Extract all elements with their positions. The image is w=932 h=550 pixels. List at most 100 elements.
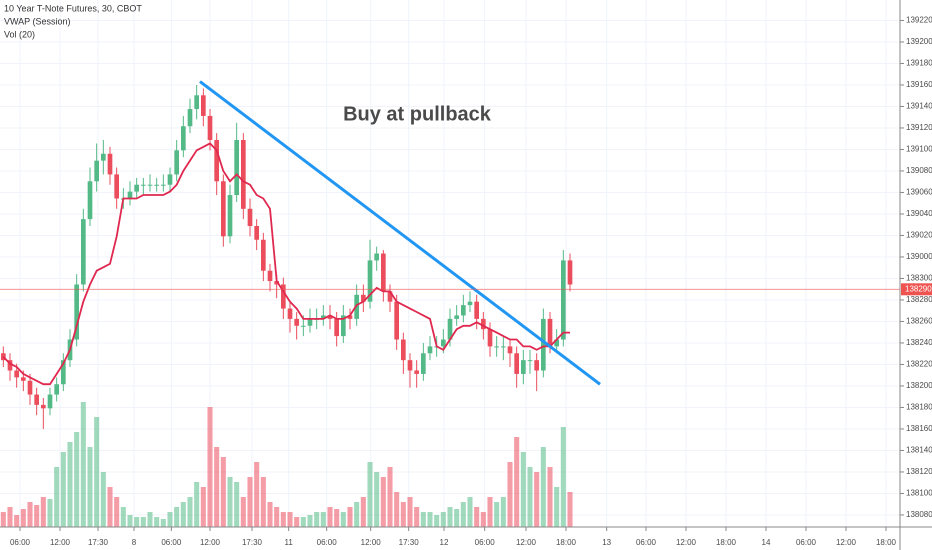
y-tick-label: 138300 <box>906 274 932 283</box>
candle-body <box>421 353 426 374</box>
candle-body <box>181 126 186 151</box>
volume-bar <box>567 492 573 527</box>
y-tick-label: 139100 <box>906 145 932 154</box>
candle-body <box>521 360 526 374</box>
volume-bar <box>514 437 520 527</box>
volume-bar <box>314 512 320 527</box>
x-tick-label: 06:00 <box>10 538 31 547</box>
volume-bar <box>434 515 440 527</box>
volume-bar <box>74 432 80 527</box>
x-tick-label: 17:30 <box>399 538 420 547</box>
volume-bar <box>34 505 40 527</box>
volume-bar <box>520 452 526 527</box>
y-tick-label: 139140 <box>906 102 932 111</box>
y-tick-label: 139160 <box>906 80 932 89</box>
volume-bar <box>254 462 260 527</box>
volume-bar <box>280 512 286 527</box>
candle-body <box>467 301 473 306</box>
candle-body <box>347 315 353 319</box>
x-tick-label: 12:00 <box>50 538 71 547</box>
candle-body <box>61 360 66 385</box>
candle-body <box>354 294 359 319</box>
volume-bar <box>234 482 240 527</box>
candle-body <box>247 208 253 227</box>
candle-body <box>41 404 46 409</box>
vwap-line <box>2 142 570 386</box>
trendline <box>199 80 601 386</box>
volume-bar <box>167 512 173 527</box>
candle-body <box>214 140 219 182</box>
volume-bar <box>207 407 213 527</box>
volume-bar <box>320 512 326 527</box>
volume-bar <box>100 472 106 527</box>
y-tick-label: 138140 <box>906 446 932 455</box>
x-tick-label: 14 <box>762 538 771 547</box>
x-tick-label: 12:00 <box>836 538 857 547</box>
candle-body <box>474 301 479 319</box>
x-tick-label: 12 <box>440 538 449 547</box>
volume-bar <box>87 447 93 527</box>
volume-bar <box>154 517 160 527</box>
candle-body <box>114 174 119 199</box>
volume-bar <box>147 512 153 527</box>
candle-body <box>261 239 266 271</box>
candle-body <box>301 325 306 327</box>
volume-bar <box>460 502 466 527</box>
candle-body <box>514 353 519 374</box>
candle-body <box>541 318 546 371</box>
x-tick-label: 06:00 <box>636 538 657 547</box>
x-tick-label: 12:00 <box>200 538 221 547</box>
chart-title: 10 Year T-Note Futures, 30, CBOT <box>4 3 142 13</box>
volume-bar <box>267 502 273 527</box>
candle-body <box>274 281 279 285</box>
volume-bar <box>294 517 300 527</box>
volume-bar <box>0 512 6 527</box>
volume-bar <box>480 512 486 527</box>
candle-body <box>321 315 326 319</box>
volume-bar <box>260 477 266 527</box>
candle-body <box>34 394 39 405</box>
y-tick-label: 138080 <box>906 510 932 519</box>
volume-bar <box>327 507 333 527</box>
candle-body <box>427 346 433 354</box>
y-tick-label: 139060 <box>906 188 932 197</box>
y-tick-label: 138120 <box>906 467 932 476</box>
candle-body <box>187 109 193 127</box>
volume-bar <box>487 497 493 527</box>
candle-body <box>127 191 133 199</box>
candle-body <box>561 260 566 340</box>
candle-body <box>194 95 199 110</box>
x-tick-label: 11 <box>285 538 294 547</box>
candle-body <box>174 150 179 175</box>
candle-body <box>201 95 206 116</box>
volume-bar <box>240 497 246 527</box>
volume-bar <box>220 457 226 527</box>
x-tick-label: 17:30 <box>88 538 109 547</box>
candle-body <box>494 346 499 348</box>
volume-bar <box>80 402 86 527</box>
candle-body <box>54 384 59 395</box>
candle-body <box>134 184 139 192</box>
x-tick-label: 06:00 <box>796 538 817 547</box>
volume-bar <box>414 507 420 527</box>
candle-body <box>207 115 213 141</box>
candle-body <box>161 184 166 186</box>
volume-bar <box>360 497 366 527</box>
x-tick-label: 06:00 <box>475 538 496 547</box>
candle-body <box>87 181 93 220</box>
candle-body <box>287 308 293 319</box>
candle-body <box>221 181 226 237</box>
candle-body <box>447 318 453 340</box>
candle-body <box>21 377 26 381</box>
y-tick-label: 138280 <box>906 295 932 304</box>
candle-body <box>367 260 373 302</box>
volume-bar <box>534 472 540 527</box>
volume-bar <box>120 507 126 527</box>
candle-body <box>361 294 366 302</box>
candle-body <box>267 270 273 282</box>
candle-body <box>147 184 153 186</box>
volume-bar <box>374 472 380 527</box>
volume-bar <box>507 462 513 527</box>
volume-bar <box>187 497 193 527</box>
